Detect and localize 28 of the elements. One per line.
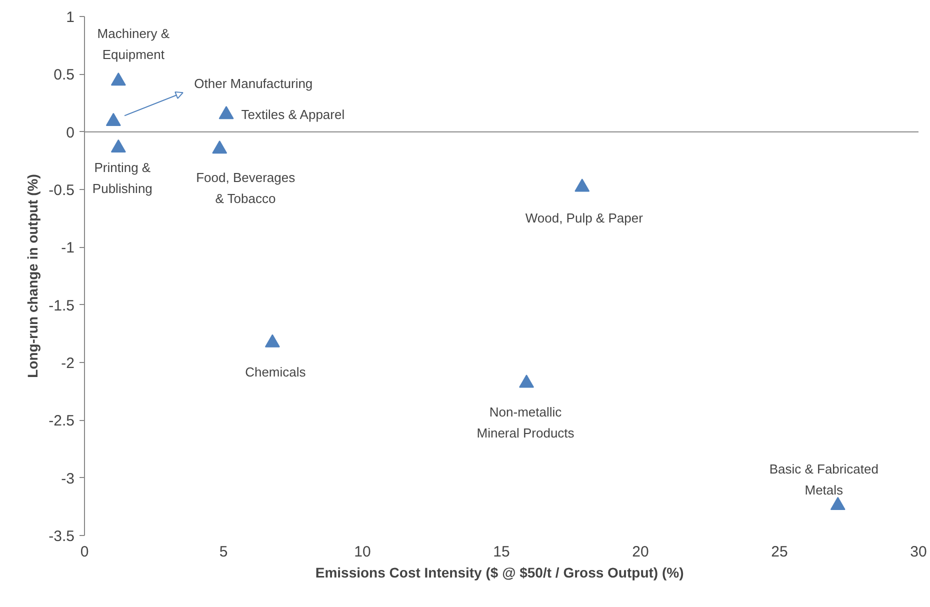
x-axis-title: Emissions Cost Intensity ($ @ $50/t / Gross Output) (%) (315, 564, 684, 580)
annotation: Machinery & Equipment (97, 26, 170, 62)
annotation: Wood, Pulp & Paper (525, 210, 644, 226)
y-tick-label: 0.5 (54, 66, 75, 84)
y-tick-label: -3.5 (48, 528, 75, 545)
x-tick-label: 10 (354, 544, 371, 560)
annotation: Basic & Fabricated Metals (769, 462, 878, 498)
y-tick-label: -2 (61, 355, 75, 372)
x-tick-label: 5 (219, 544, 228, 560)
annotation: Textiles & Apparel (241, 107, 345, 122)
annotation: Chemicals (245, 364, 306, 380)
y-tick-label: -0.5 (48, 182, 75, 199)
x-tick-label: 20 (632, 544, 649, 560)
y-tick-label: -3 (61, 470, 75, 488)
y-tick-label: -1 (61, 240, 75, 257)
annotation: Printing & Publishing (92, 160, 152, 196)
annotation: Food, Beverages & Tobacco (196, 170, 296, 206)
y-tick-label: -2.5 (48, 412, 75, 430)
y-axis-title: Long-run change in output (%) (24, 174, 41, 378)
y-tick-label: -1.5 (48, 297, 75, 314)
annotation: Other Manufacturing (194, 76, 313, 91)
x-tick-label: 25 (771, 544, 788, 560)
annotation: Non-metallic Mineral Products (476, 404, 575, 440)
x-tick-label: 30 (910, 544, 927, 560)
y-tick-label: 0 (66, 124, 74, 142)
y-tick-label: 1 (66, 9, 74, 26)
x-tick-label: 15 (493, 544, 510, 560)
x-tick-label: 0 (80, 544, 89, 560)
